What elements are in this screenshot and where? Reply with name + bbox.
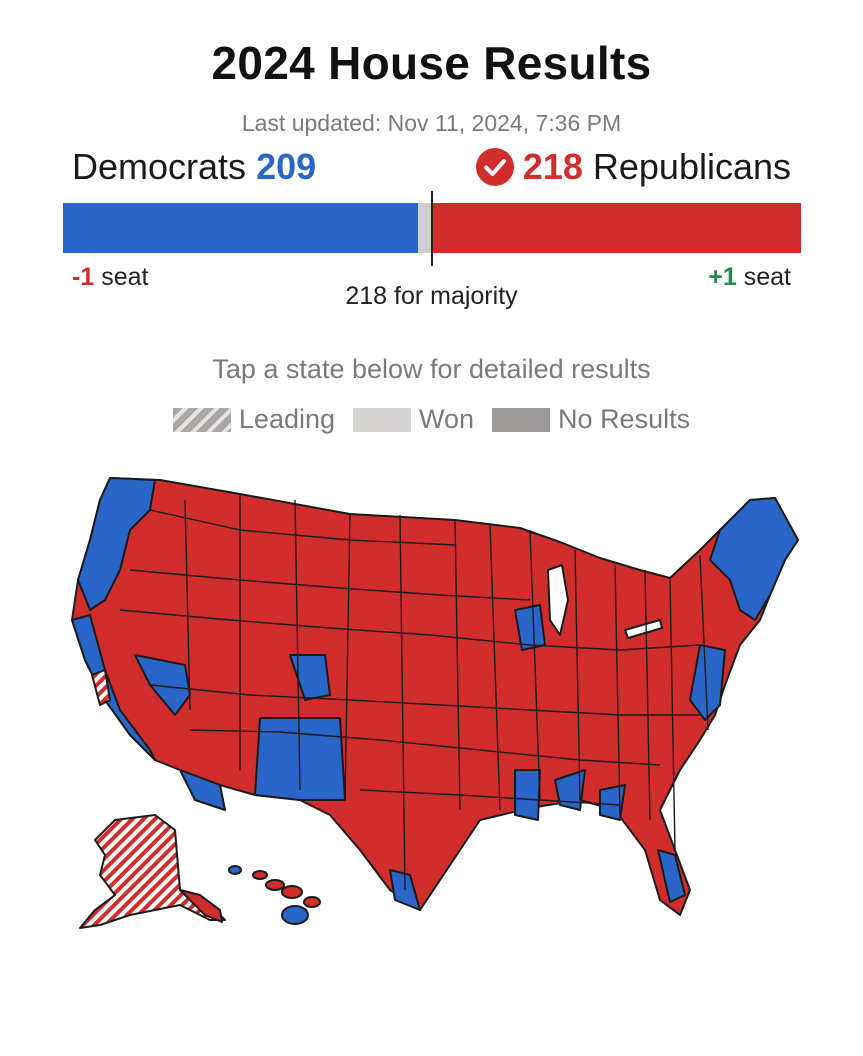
georgia-dem[interactable]: [599, 784, 626, 821]
republicans-change-value: +1: [708, 263, 737, 291]
california-leading-district[interactable]: [91, 669, 111, 706]
republicans-change-unit: seat: [743, 263, 791, 291]
no-results-swatch-icon: [492, 407, 551, 432]
pacific-northwest-dem[interactable]: [77, 477, 156, 611]
arizona-dem[interactable]: [179, 769, 226, 811]
lake-michigan: [547, 564, 569, 636]
democrats-label: Democrats: [72, 146, 247, 187]
hawaii-dem-islands[interactable]: [228, 865, 309, 925]
louisiana-dem[interactable]: [514, 769, 541, 821]
republicans-bar-segment: [432, 203, 801, 253]
legend-item-leading: Leading: [172, 404, 336, 435]
check-circle-icon: [475, 148, 514, 186]
legend-item-no-results: No Results: [492, 404, 690, 435]
lake-erie: [624, 619, 663, 639]
map-instruction: Tap a state below for detailed results: [212, 354, 651, 384]
democrats-change-value: -1: [72, 263, 95, 291]
republicans-seat-count: 218: [522, 146, 583, 187]
alaska-panhandle[interactable]: [179, 889, 223, 923]
republicans-total: 218 Republicans: [475, 146, 791, 188]
hawaii-shape[interactable]: [252, 870, 321, 908]
majority-label: 218 for majority: [345, 282, 518, 310]
leading-swatch-icon: [172, 407, 231, 432]
legend-label-no-results: No Results: [558, 404, 691, 434]
mid-atlantic-dem[interactable]: [689, 644, 726, 721]
legend-label-won: Won: [419, 404, 475, 434]
nevada-dem[interactable]: [134, 654, 191, 716]
won-swatch-icon: [353, 407, 412, 432]
florida-dem[interactable]: [657, 849, 686, 903]
page-title: 2024 House Results: [211, 37, 652, 89]
colorado-dem[interactable]: [289, 654, 331, 701]
alabama-dem[interactable]: [554, 769, 586, 811]
republicans-seat-change: +1 seat: [708, 263, 791, 292]
us-house-map[interactable]: [60, 470, 805, 940]
no-results-bar-segment: [418, 203, 432, 253]
democrats-bar-segment: [63, 203, 418, 253]
democrats-seat-change: -1 seat: [72, 263, 148, 292]
republicans-label: Republicans: [592, 146, 791, 187]
legend-label-leading: Leading: [238, 404, 336, 434]
legend-item-won: Won: [353, 404, 474, 435]
democrats-seat-count: 209: [256, 146, 317, 187]
northeast-dem[interactable]: [709, 497, 799, 621]
majority-marker: [431, 191, 433, 266]
map-legend: Leading Won No Results: [0, 404, 863, 435]
last-updated-text: Last updated: Nov 11, 2024, 7:36 PM: [241, 110, 622, 136]
illinois-dem[interactable]: [514, 604, 546, 651]
seat-balance-bar: [63, 203, 801, 253]
democrats-total: Democrats 209: [72, 146, 316, 188]
democrats-change-unit: seat: [101, 263, 149, 291]
